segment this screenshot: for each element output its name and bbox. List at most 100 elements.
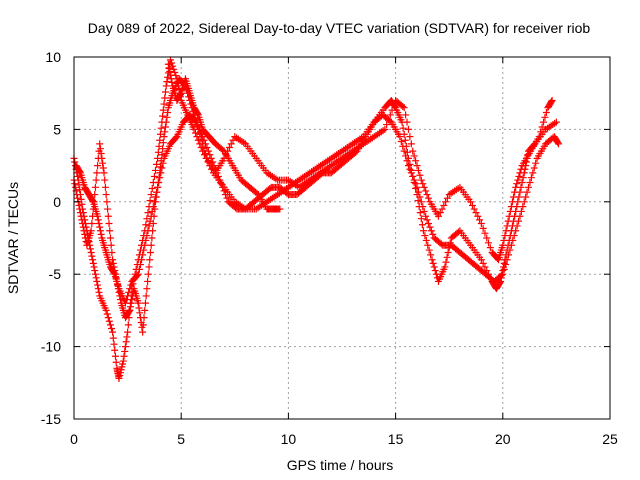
plot-frame (73, 56, 611, 420)
data-point (220, 187, 228, 195)
data-point (352, 148, 360, 156)
data-point (519, 174, 527, 182)
data-point (201, 140, 209, 148)
data-point (147, 241, 155, 249)
data-point (476, 216, 484, 224)
data-point (93, 169, 101, 177)
data-point (470, 205, 478, 213)
data-point (500, 259, 508, 267)
data-point (203, 144, 211, 151)
data-point (76, 205, 84, 213)
data-point (502, 261, 510, 269)
data-point (506, 207, 514, 215)
data-point (547, 98, 555, 106)
data-point (106, 227, 114, 235)
data-point (217, 180, 225, 188)
data-point (87, 227, 95, 235)
data-point (77, 212, 85, 220)
data-point (102, 306, 110, 314)
data-point (383, 121, 391, 129)
data-point (166, 71, 174, 79)
data-point (176, 90, 184, 98)
data-point (145, 263, 153, 271)
data-point (141, 241, 149, 249)
data-point (94, 281, 102, 289)
data-point (153, 188, 161, 196)
data-point (505, 212, 513, 220)
data-point (535, 133, 543, 141)
data-point (107, 241, 115, 249)
data-point (158, 151, 166, 159)
data-point (136, 309, 144, 317)
data-point (406, 165, 414, 173)
data-point (80, 227, 88, 235)
data-point (406, 133, 414, 141)
data-point (146, 217, 154, 225)
data-point (124, 321, 132, 329)
data-point (123, 333, 131, 341)
data-point (497, 271, 505, 279)
data-point (104, 314, 112, 322)
data-point (123, 296, 131, 304)
data-point (155, 178, 163, 186)
data-point (156, 174, 164, 182)
data-point (159, 106, 167, 114)
data-point (391, 102, 399, 110)
data-point (206, 151, 214, 159)
data-point (219, 183, 227, 191)
data-point (212, 165, 220, 173)
data-point (93, 277, 101, 285)
data-point (515, 217, 523, 225)
y-tick-label: 5 (53, 121, 61, 137)
data-point (76, 209, 84, 217)
data-point (483, 234, 491, 242)
data-point (134, 299, 142, 307)
data-point (479, 224, 487, 232)
data-point (416, 193, 424, 201)
data-point (139, 321, 147, 329)
data-point (106, 234, 114, 242)
data-point (481, 229, 489, 237)
data-point (529, 169, 537, 177)
data-point (409, 172, 417, 180)
data-point (140, 246, 148, 254)
data-point (89, 197, 97, 205)
data-point (540, 118, 548, 126)
data-point (106, 321, 114, 329)
data-point (513, 222, 521, 230)
data-point (467, 198, 475, 206)
data-point (417, 176, 425, 184)
data-point (76, 168, 84, 176)
data-point (485, 239, 493, 247)
data-point (148, 234, 156, 242)
data-point (429, 230, 437, 238)
data-point (409, 147, 417, 155)
data-point (427, 251, 435, 259)
data-point (396, 133, 404, 141)
data-point (78, 216, 86, 224)
data-point (103, 310, 111, 318)
data-point (414, 188, 422, 196)
y-tick-label: -10 (41, 339, 61, 355)
data-point (555, 140, 563, 148)
data-point (110, 269, 118, 277)
data-point (419, 227, 427, 235)
data-point (388, 106, 396, 114)
data-point (399, 124, 407, 132)
data-point (468, 201, 476, 209)
data-point (169, 62, 177, 70)
data-point (104, 205, 112, 213)
axis-ticks: 0 5 10 15 20 25 -15 -10 -5 0 5 10 (41, 49, 618, 447)
data-point (99, 164, 107, 172)
data-point (404, 125, 412, 133)
data-point (417, 215, 425, 223)
data-point (443, 194, 451, 202)
data-point (517, 207, 525, 215)
data-point (511, 188, 519, 196)
data-point (105, 317, 113, 325)
data-point (153, 160, 161, 168)
data-point (552, 118, 560, 126)
data-point (135, 304, 143, 312)
data-point (510, 193, 518, 201)
data-point (427, 227, 435, 235)
